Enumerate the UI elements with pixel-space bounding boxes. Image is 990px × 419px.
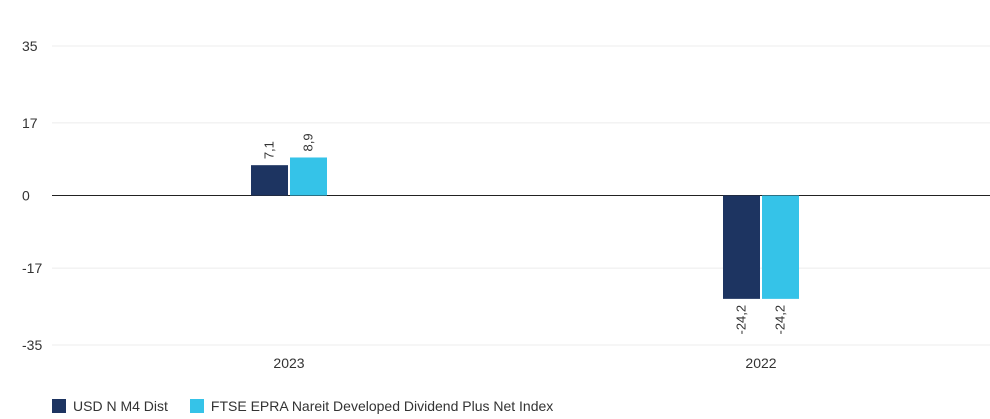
data-label: 8,9 — [301, 133, 316, 151]
legend: USD N M4 Dist FTSE EPRA Nareit Developed… — [52, 398, 575, 414]
bar-series-1-2022 — [723, 195, 760, 299]
data-label: -24,2 — [734, 305, 749, 335]
x-tick-label: 2023 — [273, 355, 304, 371]
legend-item-series-2: FTSE EPRA Nareit Developed Dividend Plus… — [189, 398, 554, 414]
data-label: 7,1 — [262, 141, 277, 159]
legend-swatch-series-1 — [52, 399, 66, 413]
bar-series-2-2022 — [762, 195, 799, 299]
legend-swatch-series-2 — [189, 399, 204, 413]
x-tick-label: 2022 — [745, 355, 776, 371]
y-tick-label: 17 — [22, 115, 38, 131]
y-tick-label: 0 — [22, 188, 30, 204]
grid-lines — [52, 45, 990, 346]
legend-label-series-1: USD N M4 Dist — [73, 398, 168, 414]
legend-label-series-2: FTSE EPRA Nareit Developed Dividend Plus… — [210, 398, 554, 414]
x-axis-ticks: 2023 2022 — [273, 355, 776, 371]
data-label: -24,2 — [773, 305, 788, 335]
y-tick-label: 35 — [22, 38, 38, 54]
y-axis-ticks: 35 17 0 -17 -35 — [22, 38, 42, 353]
bars — [251, 157, 799, 299]
y-tick-label: -35 — [22, 337, 42, 353]
data-labels: 7,1 8,9 -24,2 -24,2 — [262, 133, 788, 334]
bar-series-2-2023 — [290, 157, 327, 196]
legend-item-series-1: USD N M4 Dist — [52, 398, 168, 414]
bar-series-1-2023 — [251, 165, 288, 196]
y-tick-label: -17 — [22, 260, 42, 276]
